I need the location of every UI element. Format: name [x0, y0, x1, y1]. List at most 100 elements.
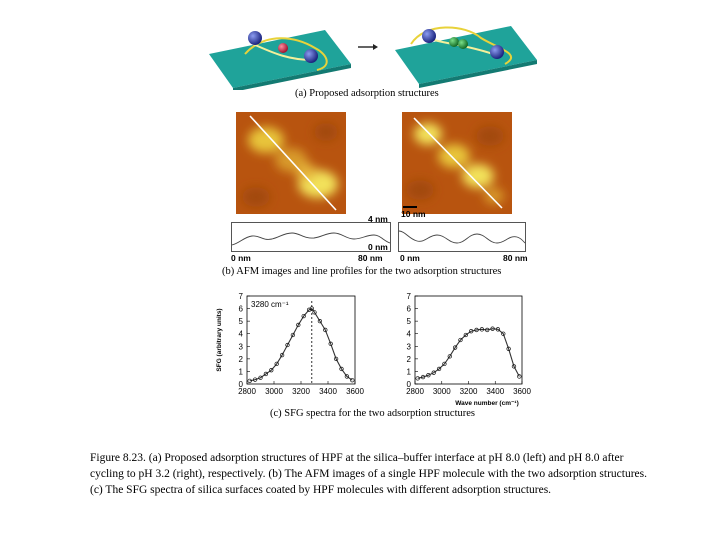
y-tick-label: 2 [239, 355, 244, 364]
y-tick-label: 6 [407, 305, 412, 314]
x-tick-label: 3400 [486, 387, 504, 396]
panel-b-caption: (b) AFM images and line profiles for the… [222, 266, 502, 277]
data-point [263, 371, 269, 377]
data-point [469, 329, 474, 334]
transition-arrow [358, 44, 378, 50]
data-point [506, 346, 511, 351]
y-tick-label: 3 [239, 342, 244, 351]
domain-red-left [278, 43, 288, 53]
y-tick-label: 7 [239, 292, 244, 301]
data-point [474, 327, 479, 333]
right-x-end-label: 80 nm [503, 253, 528, 263]
data-point [517, 374, 522, 379]
data-point [323, 327, 328, 333]
domain-green-right-2 [458, 39, 468, 49]
y-tick-label: 6 [239, 305, 244, 314]
profile-y-top-label: 4 nm [368, 214, 388, 224]
surface-right [395, 26, 537, 88]
afm-image-left [236, 112, 346, 214]
y-tick-label: 2 [407, 355, 412, 364]
data-point [333, 356, 339, 362]
right-x-start-label: 0 nm [400, 253, 420, 263]
sfg-ylabel: SFG (arbitrary units) [216, 308, 223, 371]
data-point [285, 342, 290, 348]
data-point [312, 310, 317, 315]
data-point [436, 366, 442, 372]
data-point [290, 332, 296, 338]
data-point [269, 368, 274, 373]
y-tick-label: 0 [239, 380, 244, 389]
data-point [495, 327, 501, 332]
y-tick-label: 7 [407, 292, 412, 301]
panel-a-illustration [205, 14, 545, 92]
line-profile-left [231, 222, 391, 252]
scale-bar-label: 10 nm [401, 209, 426, 219]
y-tick-label: 1 [239, 367, 244, 376]
x-tick-label: 3600 [513, 387, 531, 396]
peak-annotation: 3280 cm⁻¹ [251, 300, 289, 309]
data-point [463, 332, 468, 338]
domain-blue-right-1 [422, 29, 436, 43]
x-tick-label: 3000 [433, 387, 451, 396]
domain-blue-left-2 [304, 49, 318, 63]
data-point [252, 377, 258, 382]
figure-caption: Figure 8.23. (a) Proposed adsorption str… [90, 452, 648, 496]
x-tick-label: 2800 [406, 387, 424, 396]
data-point [279, 352, 285, 358]
line-profile-right [398, 222, 526, 252]
adsorption-structures-graphic [209, 26, 537, 92]
y-tick-label: 4 [407, 330, 412, 339]
sfg-plot-1: 0 1 2 3 4 5 6 7 2800 3000 3200 3400 3600 3280 cm⁻¹ [238, 292, 364, 396]
y-tick-label: 5 [239, 317, 244, 326]
x-tick-label: 2800 [238, 387, 256, 396]
y-tick-label: 3 [407, 342, 412, 351]
data-point [247, 378, 252, 384]
panel-a-caption: (a) Proposed adsorption structures [295, 88, 439, 99]
data-point [485, 327, 490, 333]
x-tick-label: 3600 [346, 387, 364, 396]
y-tick-label: 1 [407, 367, 412, 376]
data-point [442, 361, 447, 367]
data-point [431, 370, 436, 375]
sfg-spectra-svg: SFG (arbitrary units) Wave number (cm⁻¹)… [216, 292, 531, 407]
data-point [490, 326, 495, 331]
profile-y-bottom-label: 0 nm [368, 242, 388, 252]
data-point [452, 345, 458, 350]
data-point [447, 354, 452, 359]
domain-blue-left-1 [248, 31, 262, 45]
surface-left [209, 30, 351, 92]
left-x-end-label: 80 nm [358, 253, 383, 263]
data-point [458, 337, 463, 343]
x-tick-label: 3200 [292, 387, 310, 396]
data-point [328, 341, 333, 346]
x-tick-label: 3400 [319, 387, 337, 396]
data-point [426, 373, 431, 378]
data-point [344, 374, 350, 379]
data-point [301, 313, 306, 319]
afm-image-right [402, 112, 512, 214]
left-x-start-label: 0 nm [231, 253, 251, 263]
data-point [350, 378, 355, 383]
data-point [258, 375, 263, 380]
x-tick-label: 3000 [265, 387, 283, 396]
y-tick-label: 4 [239, 330, 244, 339]
sfg-plot-2: 0 1 2 3 4 5 6 7 2800 3000 3200 3400 3600 [406, 292, 531, 396]
data-point [296, 322, 301, 328]
y-tick-label: 0 [407, 380, 412, 389]
data-point [274, 361, 279, 367]
data-point [339, 366, 344, 372]
scale-bar-line [403, 206, 417, 208]
sfg-spectra-area: SFG (arbitrary units) Wave number (cm⁻¹)… [210, 288, 540, 408]
sfg-xlabel: Wave number (cm⁻¹) [455, 400, 519, 407]
domain-green-right-1 [449, 37, 459, 47]
spectrum-line [249, 307, 353, 382]
data-point [501, 331, 506, 336]
y-tick-label: 5 [407, 317, 412, 326]
x-tick-label: 3200 [460, 387, 478, 396]
data-point [317, 318, 323, 324]
plot-frame [246, 295, 356, 385]
data-point [511, 364, 517, 369]
data-point [479, 327, 485, 332]
data-point [420, 374, 426, 380]
panel-c-caption: (c) SFG spectra for the two adsorption s… [270, 408, 475, 419]
